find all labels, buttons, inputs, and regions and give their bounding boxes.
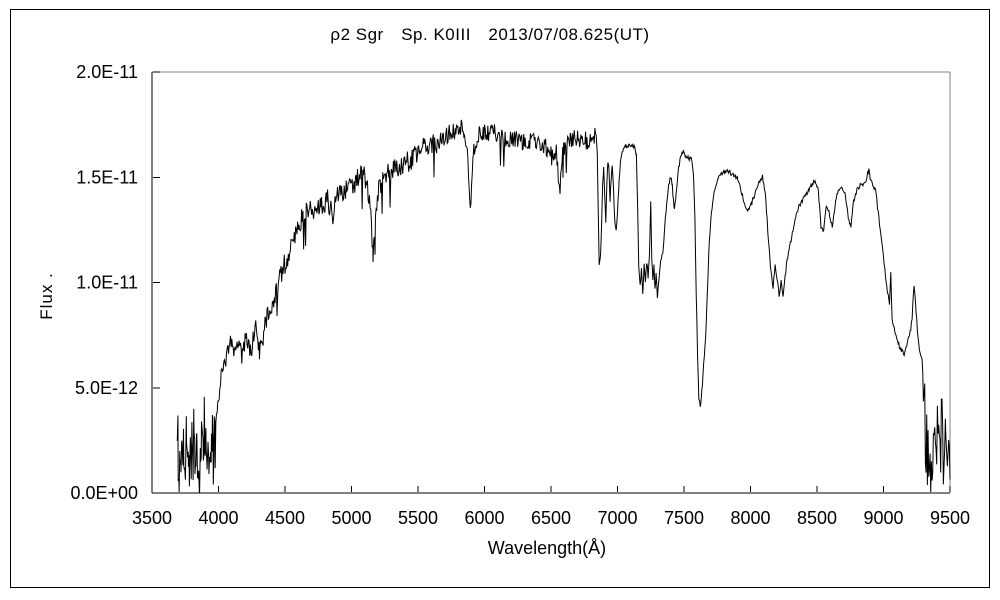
x-tick-label: 9500 (930, 508, 970, 528)
y-tick-label: 5.0E-12 (75, 378, 138, 398)
spectrum-line (176, 119, 951, 493)
y-axis-tick-labels: 0.0E+00 5.0E-12 1.0E-11 1.5E-11 2.0E-11 (70, 62, 138, 503)
y-tick-label: 2.0E-11 (76, 62, 138, 82)
x-tick-label: 6000 (464, 508, 504, 528)
y-tick-label: 1.0E-11 (76, 273, 138, 293)
x-tick-label: 9000 (863, 508, 903, 528)
x-tick-label: 7500 (664, 508, 704, 528)
plot-frame (151, 71, 951, 494)
x-tick-label: 8500 (797, 508, 837, 528)
x-tick-label: 5500 (398, 508, 438, 528)
x-tick-label: 4500 (265, 508, 305, 528)
x-tick-label: 4000 (198, 508, 238, 528)
x-tick-label: 6500 (531, 508, 571, 528)
y-axis-label: Flux . (37, 272, 56, 320)
x-axis-ticks (151, 486, 951, 492)
x-axis-label: Wavelength(Å) (488, 538, 606, 558)
y-axis-ticks (153, 71, 160, 494)
outer-border (10, 9, 990, 588)
x-tick-label: 8000 (730, 508, 770, 528)
x-axis-tick-labels: 3500 4000 4500 5000 5500 6000 6500 7000 7500 8000… (132, 508, 970, 528)
x-tick-label: 5000 (331, 508, 371, 528)
x-tick-label: 7000 (597, 508, 637, 528)
y-tick-label: 1.5E-11 (76, 167, 138, 187)
x-tick-label: 3500 (132, 508, 172, 528)
y-tick-label: 0.0E+00 (70, 483, 138, 503)
chart-title: ρ2 Sgr Sp. K0III 2013/07/08.625(UT) (330, 25, 649, 44)
